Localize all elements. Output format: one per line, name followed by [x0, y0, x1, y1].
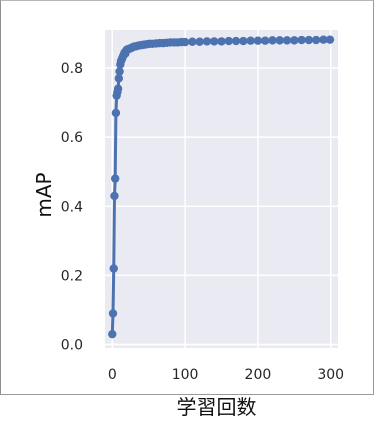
x-tick-label-3: 300: [317, 367, 344, 383]
data-point-56: [282, 36, 292, 45]
y-tick-labels: 0.0 0.2 0.4 0.6 0.8: [61, 61, 83, 354]
data-point-55: [275, 36, 284, 45]
data-point-47: [217, 37, 226, 46]
data-point-59: [304, 35, 314, 45]
y-tick-label-3: 0.6: [61, 130, 83, 146]
data-point-43: [188, 37, 197, 46]
plot-area: [105, 30, 338, 348]
data-point-0: [108, 329, 117, 339]
data-point-5: [111, 108, 121, 118]
data-points: [108, 35, 335, 339]
data-point-8: [113, 84, 123, 93]
y-tick-label-0: 0.0: [61, 338, 83, 354]
data-point-4: [110, 174, 120, 183]
x-tick-labels: 0 100 200 300: [108, 367, 344, 383]
data-point-44: [195, 37, 204, 46]
data-point-49: [231, 36, 241, 46]
x-tick-label-1: 100: [172, 367, 199, 383]
x-tick-label-0: 0: [108, 367, 117, 383]
data-point-46: [210, 37, 219, 46]
data-point-45: [202, 37, 212, 46]
data-point-58: [297, 35, 306, 45]
x-axis-label: 学習回数: [177, 395, 257, 419]
data-point-51: [246, 36, 255, 45]
data-point-61: [319, 35, 328, 44]
data-point-9: [114, 74, 124, 83]
y-axis-label: mAP: [32, 172, 56, 217]
y-tick-label-2: 0.4: [61, 199, 83, 215]
y-tick-label-1: 0.2: [61, 268, 83, 284]
data-point-52: [253, 36, 263, 45]
data-point-60: [311, 35, 321, 45]
data-point-54: [268, 36, 277, 45]
data-point-10: [115, 67, 124, 76]
x-tick-label-2: 200: [245, 367, 272, 383]
data-point-57: [290, 36, 299, 45]
data-point-62: [325, 35, 335, 44]
data-point-48: [224, 36, 233, 46]
data-point-50: [239, 36, 248, 46]
data-point-3: [110, 191, 119, 201]
data-point-42: [180, 37, 190, 47]
y-tick-label-4: 0.8: [61, 61, 83, 77]
data-point-53: [260, 36, 270, 45]
data-point-2: [109, 264, 118, 273]
data-point-1: [108, 309, 118, 318]
